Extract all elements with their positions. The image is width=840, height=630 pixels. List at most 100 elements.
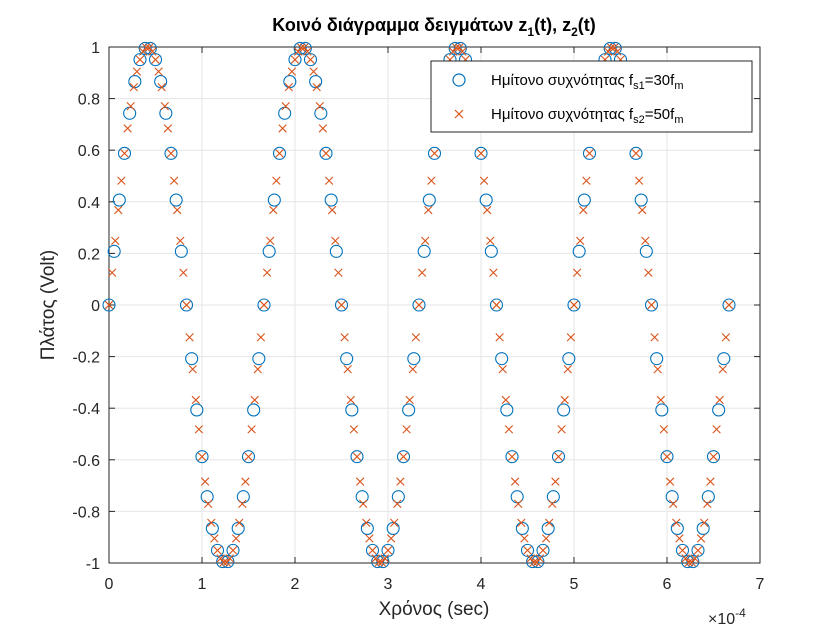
data-point-x [114,205,123,215]
data-point-x [551,477,560,486]
data-point-x [129,82,138,92]
data-point-x [393,499,402,508]
data-point-x [160,102,169,111]
data-point-circle [417,244,431,258]
data-point-x [182,300,191,310]
data-point-x [709,452,718,461]
data-point-x [222,558,231,567]
data-point-x [495,333,504,342]
data-point-x [507,452,517,461]
data-point-x [275,149,284,158]
data-point-x [693,546,703,555]
data-point-x [176,236,185,246]
data-point-x [421,236,430,246]
data-point-x [359,499,368,508]
data-point-x [501,395,510,405]
y-tick-label: 0.6 [78,143,100,160]
data-point-circle [484,244,498,258]
data-point-x [448,47,458,56]
data-point-x [231,534,241,543]
data-point-x [256,333,266,342]
data-point-x [204,499,213,508]
data-point-circle [407,352,421,366]
data-point-x [309,67,318,76]
data-point-x [579,205,588,215]
data-point-x [219,558,228,567]
data-point-x [266,236,275,246]
data-point-x [169,176,179,185]
data-point-circle [272,146,287,160]
data-point-x [250,395,259,405]
data-point-x [535,554,545,563]
data-point-x [225,554,235,563]
data-point-x [138,47,148,56]
data-point-x [526,554,535,563]
data-point-x [318,124,328,133]
data-point-circle [567,298,581,312]
data-point-x [399,452,408,461]
x-tick-label: 0 [105,576,114,593]
data-point-x [349,425,359,434]
data-point-circle [577,193,591,207]
data-point-circle [329,244,343,258]
data-point-x [681,554,690,563]
data-point-x [216,554,225,563]
data-point-x [380,554,390,563]
data-point-x [191,395,200,405]
data-point-x [303,47,312,56]
data-point-x [247,425,256,434]
data-point-circle [102,298,116,312]
data-point-x [483,205,492,215]
data-point-x [424,205,433,215]
data-point-x [712,425,721,434]
data-point-circle [557,403,571,417]
data-point-x [557,425,566,434]
data-point-circle [402,403,416,417]
data-point-x [371,554,380,563]
data-point-x [142,43,151,52]
data-point-x [498,364,507,374]
data-point-x [262,268,272,277]
data-point-x [486,236,495,246]
data-point-x [157,82,166,92]
data-point-x [504,425,514,434]
data-point-x [538,546,548,555]
data-point-circle [112,193,126,207]
data-point-circle [582,146,597,160]
data-point-x [117,176,126,185]
data-point-circle [660,450,674,464]
data-point-x [383,546,393,555]
data-point-circle [365,543,380,557]
data-point-x [346,395,355,405]
data-point-x [337,300,346,310]
data-point-x [334,268,343,277]
data-point-x [324,176,334,185]
data-point-circle [562,352,576,366]
data-point-circle [319,146,333,160]
data-point-circle [422,193,436,207]
data-point-x [678,546,687,555]
x-axis-exponent: ×10-4 [708,606,746,628]
data-point-circle [495,352,509,366]
data-point-circle [117,146,132,160]
y-tick-label: 1 [91,40,100,57]
data-point-x [510,477,520,486]
data-point-x [563,364,572,374]
data-point-circle [174,244,188,258]
data-point-x [572,268,582,277]
data-point-circle [257,298,271,312]
data-point-x [411,333,421,342]
data-point-circle [520,543,535,557]
data-point-x [312,82,321,92]
data-point-circle [381,543,395,557]
data-point-x [610,43,619,52]
y-tick-label: -0.8 [72,504,100,521]
y-tick-label: -0.6 [72,453,100,470]
data-point-x [135,55,145,64]
data-point-x [647,300,656,310]
data-point-x [545,518,554,528]
legend: Ημίτονο συχνότητας fs1=30fm Ημίτονο συχν… [430,60,753,133]
data-point-circle [551,450,566,464]
data-point-circle [634,193,648,207]
